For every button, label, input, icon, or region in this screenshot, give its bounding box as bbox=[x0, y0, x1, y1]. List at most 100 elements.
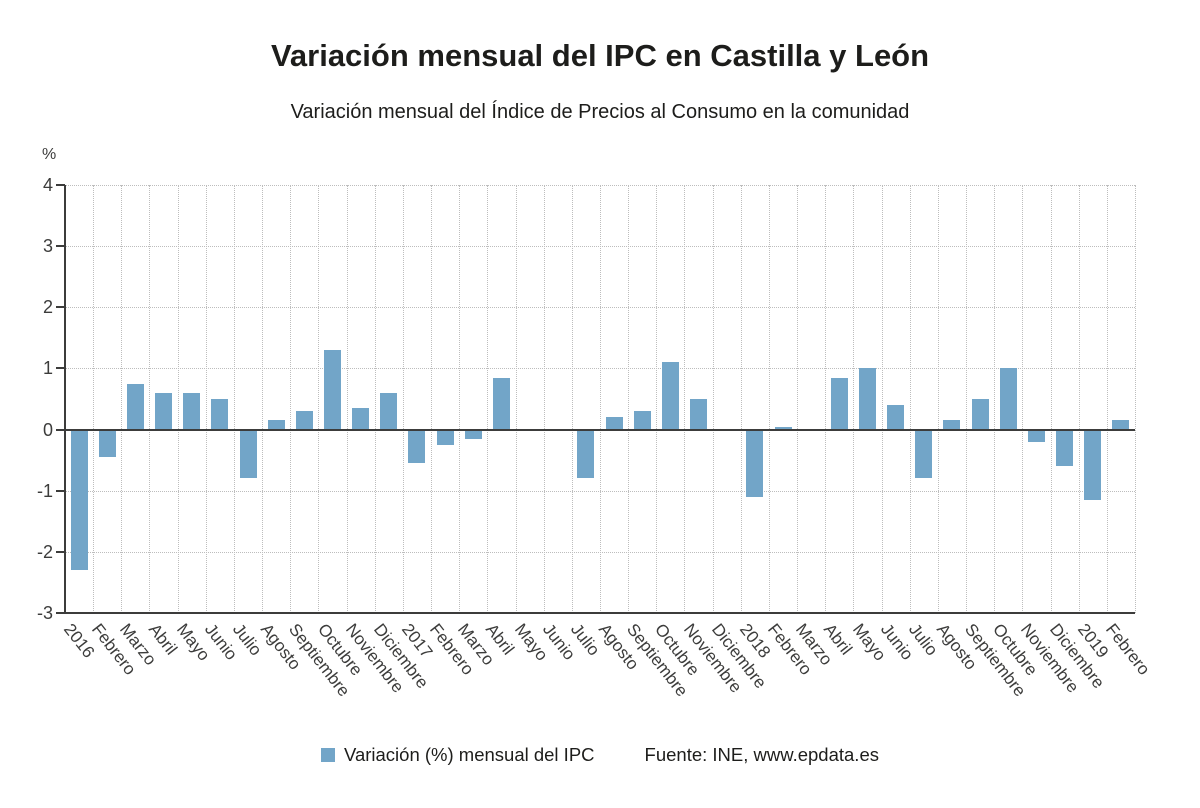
x-axis-line bbox=[64, 612, 1135, 614]
legend-swatch bbox=[320, 748, 335, 762]
y-axis-tick bbox=[56, 306, 65, 309]
bar bbox=[633, 411, 651, 430]
vertical-gridline bbox=[1106, 185, 1108, 613]
vertical-gridline bbox=[768, 185, 770, 613]
bar bbox=[183, 392, 201, 430]
vertical-gridline bbox=[740, 185, 742, 613]
vertical-gridline bbox=[177, 185, 179, 613]
y-axis-tick bbox=[56, 550, 65, 553]
vertical-gridline bbox=[431, 185, 433, 613]
bar bbox=[98, 429, 116, 458]
bar bbox=[1056, 429, 1074, 467]
bar bbox=[464, 429, 482, 439]
bar bbox=[295, 411, 313, 430]
bar bbox=[605, 417, 623, 430]
vertical-gridline bbox=[881, 185, 883, 613]
source-text: Fuente: INE, www.epdata.es bbox=[644, 744, 879, 765]
vertical-gridline bbox=[402, 185, 404, 613]
vertical-gridline bbox=[853, 185, 855, 613]
y-axis-tick-label: -3 bbox=[36, 603, 53, 623]
bar bbox=[971, 399, 989, 430]
vertical-gridline bbox=[543, 185, 545, 613]
y-axis-tick-label: 0 bbox=[42, 419, 53, 440]
plot-area: 4 3 2 1 0 -1 -2 -3 2016 Febrero Marzo Abril Mayo Juni… bbox=[37, 175, 1154, 700]
bar bbox=[577, 429, 595, 479]
y-axis-tick-label: 3 bbox=[42, 236, 53, 257]
bar bbox=[408, 429, 426, 464]
bar bbox=[999, 368, 1017, 430]
vertical-gridline bbox=[346, 185, 348, 613]
bar bbox=[211, 399, 229, 430]
vertical-gridline bbox=[1022, 185, 1024, 613]
y-axis-unit-label: % bbox=[42, 146, 57, 163]
x-axis-tick-label: 2016 bbox=[60, 620, 99, 662]
vertical-gridline bbox=[515, 185, 517, 613]
vertical-gridline bbox=[909, 185, 911, 613]
vertical-gridline bbox=[233, 185, 235, 613]
horizontal-gridline bbox=[65, 490, 1135, 492]
bar bbox=[1084, 429, 1102, 500]
chart-title: Variación mensual del IPC en Castilla y … bbox=[270, 38, 930, 73]
y-axis-tick-label: -1 bbox=[36, 480, 53, 501]
vertical-gridline bbox=[149, 185, 151, 613]
vertical-gridline bbox=[1050, 185, 1052, 613]
vertical-gridline bbox=[684, 185, 686, 613]
horizontal-gridline bbox=[65, 551, 1135, 553]
y-axis-tick bbox=[56, 428, 65, 431]
bar bbox=[380, 392, 398, 430]
vertical-gridline bbox=[262, 185, 264, 613]
vertical-gridline bbox=[290, 185, 292, 613]
bar bbox=[70, 429, 88, 571]
y-axis-tick bbox=[56, 489, 65, 492]
bar bbox=[915, 429, 933, 479]
bar bbox=[887, 405, 905, 430]
vertical-gridline bbox=[205, 185, 207, 613]
bar bbox=[859, 368, 876, 430]
bar bbox=[324, 350, 341, 430]
bar bbox=[661, 362, 679, 430]
bar bbox=[830, 377, 848, 430]
vertical-gridline bbox=[1135, 185, 1136, 613]
vertical-gridline bbox=[121, 185, 123, 613]
bar bbox=[774, 426, 792, 430]
legend-label: Variación (%) mensual del IPC bbox=[343, 744, 595, 765]
vertical-gridline bbox=[966, 185, 968, 613]
bar bbox=[436, 429, 454, 445]
bar bbox=[746, 429, 764, 497]
y-axis-tick bbox=[56, 367, 65, 370]
zero-baseline bbox=[65, 428, 1135, 431]
bar bbox=[267, 420, 285, 430]
vertical-gridline bbox=[994, 185, 996, 613]
bar bbox=[492, 377, 510, 430]
bar bbox=[239, 429, 257, 479]
vertical-gridline bbox=[797, 185, 799, 613]
vertical-gridline bbox=[628, 185, 630, 613]
vertical-gridline bbox=[656, 185, 658, 613]
vertical-gridline bbox=[712, 185, 714, 613]
vertical-gridline bbox=[937, 185, 939, 613]
horizontal-gridline bbox=[65, 307, 1135, 309]
bar bbox=[1027, 429, 1045, 442]
bar bbox=[943, 420, 961, 430]
vertical-gridline bbox=[487, 185, 489, 613]
y-axis-tick-label: 2 bbox=[42, 297, 53, 318]
horizontal-gridline bbox=[65, 246, 1135, 248]
vertical-gridline bbox=[1078, 185, 1080, 613]
bar bbox=[352, 408, 370, 430]
bar bbox=[155, 392, 173, 430]
y-axis-tick-label: 4 bbox=[42, 175, 53, 195]
vertical-gridline bbox=[825, 185, 827, 613]
y-axis-tick-label: -2 bbox=[36, 541, 53, 562]
horizontal-gridline bbox=[65, 368, 1135, 370]
y-axis-line bbox=[64, 185, 66, 613]
horizontal-gridline bbox=[65, 185, 1135, 186]
y-axis-tick-label: 1 bbox=[42, 358, 53, 379]
bar bbox=[690, 399, 708, 430]
y-axis-tick bbox=[56, 612, 65, 614]
vertical-gridline bbox=[459, 185, 461, 613]
vertical-gridline bbox=[93, 185, 95, 613]
vertical-gridline bbox=[318, 185, 320, 613]
y-axis-tick bbox=[56, 184, 65, 186]
bar bbox=[126, 383, 144, 430]
